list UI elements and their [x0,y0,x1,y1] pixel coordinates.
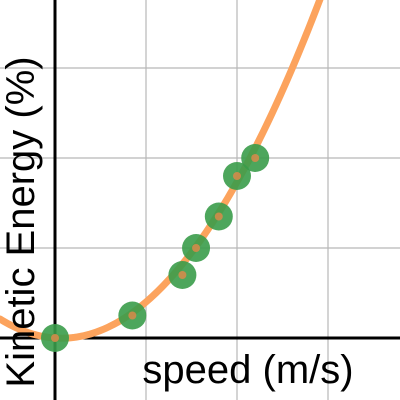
fit-curve-layer [0,0,324,342]
data-point-center [214,212,223,221]
data-point [182,234,211,262]
data-point-center [233,172,241,180]
data-point [223,162,251,190]
fit-curve [0,0,324,342]
data-point-center [178,271,187,279]
data-point [168,261,197,289]
data-points [41,144,270,352]
data-point-center [251,154,260,162]
data-point-center [51,334,59,342]
data-point [41,324,69,352]
data-point-center [192,244,201,252]
data-point [241,144,270,172]
y-axis-label: Kinetic Energy (%) [0,56,43,387]
x-axis-label: speed (m/s) [142,348,353,392]
data-point-center [128,311,137,320]
data-point [118,301,147,330]
data-point [204,202,233,231]
